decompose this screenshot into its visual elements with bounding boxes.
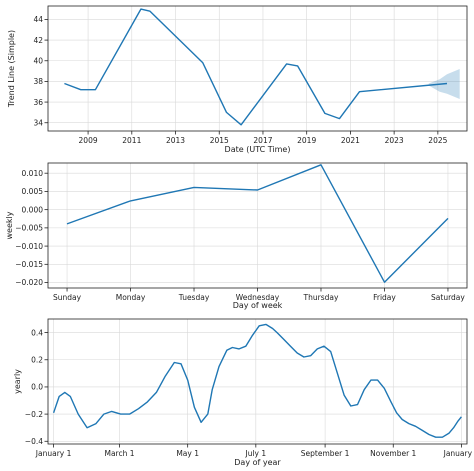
weekly-y-tick-label: 0.005 — [22, 187, 44, 196]
weekly-x-axis-label: Day of week — [233, 301, 283, 310]
weekly-x-tick-label: Tuesday — [178, 293, 210, 302]
trend-x-tick-label: 2025 — [428, 136, 447, 145]
trend-x-tick-label: 2017 — [253, 136, 272, 145]
trend-grid — [48, 6, 467, 131]
weekly-x-tick-label: Saturday — [431, 293, 465, 302]
weekly-x-tick-label: Wednesday — [236, 293, 280, 302]
weekly-x-tick-label: Monday — [116, 293, 146, 302]
yearly-y-tick-label: 0.0 — [31, 383, 43, 392]
yearly-y-tick-label: −0.4 — [25, 437, 43, 446]
yearly-x-tick-label: November 1 — [370, 449, 416, 458]
weekly-y-tick-label: −0.010 — [15, 242, 43, 251]
trend-marks — [64, 8, 460, 126]
yearly-frame — [47, 318, 468, 445]
weekly-x-tick-label: Sunday — [53, 293, 82, 302]
trend-ticks: 2009 2011 2013 2015 2017 2019 2021 2023 2025 34 36… — [33, 15, 447, 145]
yearly-x-tick-label: May 1 — [176, 449, 199, 458]
trend-y-axis-label: Trend Line (Simple) — [7, 30, 16, 108]
weekly-grid — [48, 163, 467, 288]
trend-frame — [47, 5, 468, 132]
trend-x-axis-label: Date (UTC Time) — [225, 145, 291, 154]
weekly-y-tick-label: −0.005 — [15, 224, 43, 233]
yearly-x-axis-label: Day of year — [234, 458, 281, 467]
weekly-y-tick-label: −0.020 — [15, 278, 43, 287]
trend-y-tick-label: 40 — [33, 56, 43, 65]
weekly-y-axis-label: weekly — [5, 211, 14, 239]
trend-y-tick-label: 34 — [33, 118, 43, 127]
yearly-y-tick-label: 0.4 — [31, 328, 43, 337]
yearly-series-line — [52, 323, 462, 438]
weekly-panel: Sunday Monday Tuesday Wednesday Thursday Frid… — [5, 162, 468, 310]
yearly-x-tick-label: September 1 — [301, 449, 350, 458]
trend-x-tick-label: 2023 — [385, 136, 404, 145]
trend-x-tick-label: 2011 — [122, 136, 141, 145]
yearly-ticks: January 1 March 1 May 1 July 1 September 1 No… — [25, 328, 474, 458]
trend-y-tick-label: 38 — [33, 77, 43, 86]
weekly-x-tick-label: Friday — [373, 293, 396, 302]
trend-x-tick-label: 2015 — [210, 136, 229, 145]
weekly-marks — [66, 164, 449, 283]
trend-x-tick-label: 2009 — [79, 136, 98, 145]
trend-series-line — [64, 8, 448, 126]
weekly-series-line — [66, 164, 449, 283]
trend-x-tick-label: 2013 — [166, 136, 185, 145]
trend-y-tick-label: 42 — [33, 36, 43, 45]
yearly-y-tick-label: −0.2 — [25, 410, 43, 419]
yearly-marks — [52, 323, 462, 438]
weekly-y-tick-label: −0.015 — [15, 260, 43, 269]
yearly-y-tick-label: 0.2 — [31, 355, 43, 364]
weekly-y-tick-label: 0.010 — [22, 169, 44, 178]
weekly-y-tick-label: 0.000 — [22, 205, 44, 214]
yearly-x-tick-label: July 1 — [244, 449, 266, 458]
trend-x-tick-label: 2021 — [341, 136, 360, 145]
yearly-x-tick-label: January 1 — [443, 449, 474, 458]
weekly-ticks: Sunday Monday Tuesday Wednesday Thursday Frid… — [15, 169, 465, 302]
yearly-panel: January 1 March 1 May 1 July 1 September 1 No… — [13, 318, 474, 467]
trend-panel: 2009 2011 2013 2015 2017 2019 2021 2023 2025 34 36… — [7, 5, 468, 154]
trend-y-tick-label: 44 — [33, 15, 43, 24]
trend-y-tick-label: 36 — [33, 98, 43, 107]
yearly-x-tick-label: January 1 — [35, 449, 72, 458]
weekly-x-tick-label: Thursday — [303, 293, 339, 302]
yearly-x-tick-label: March 1 — [104, 449, 134, 458]
trend-x-tick-label: 2019 — [297, 136, 316, 145]
yearly-y-axis-label: yearly — [13, 369, 22, 394]
